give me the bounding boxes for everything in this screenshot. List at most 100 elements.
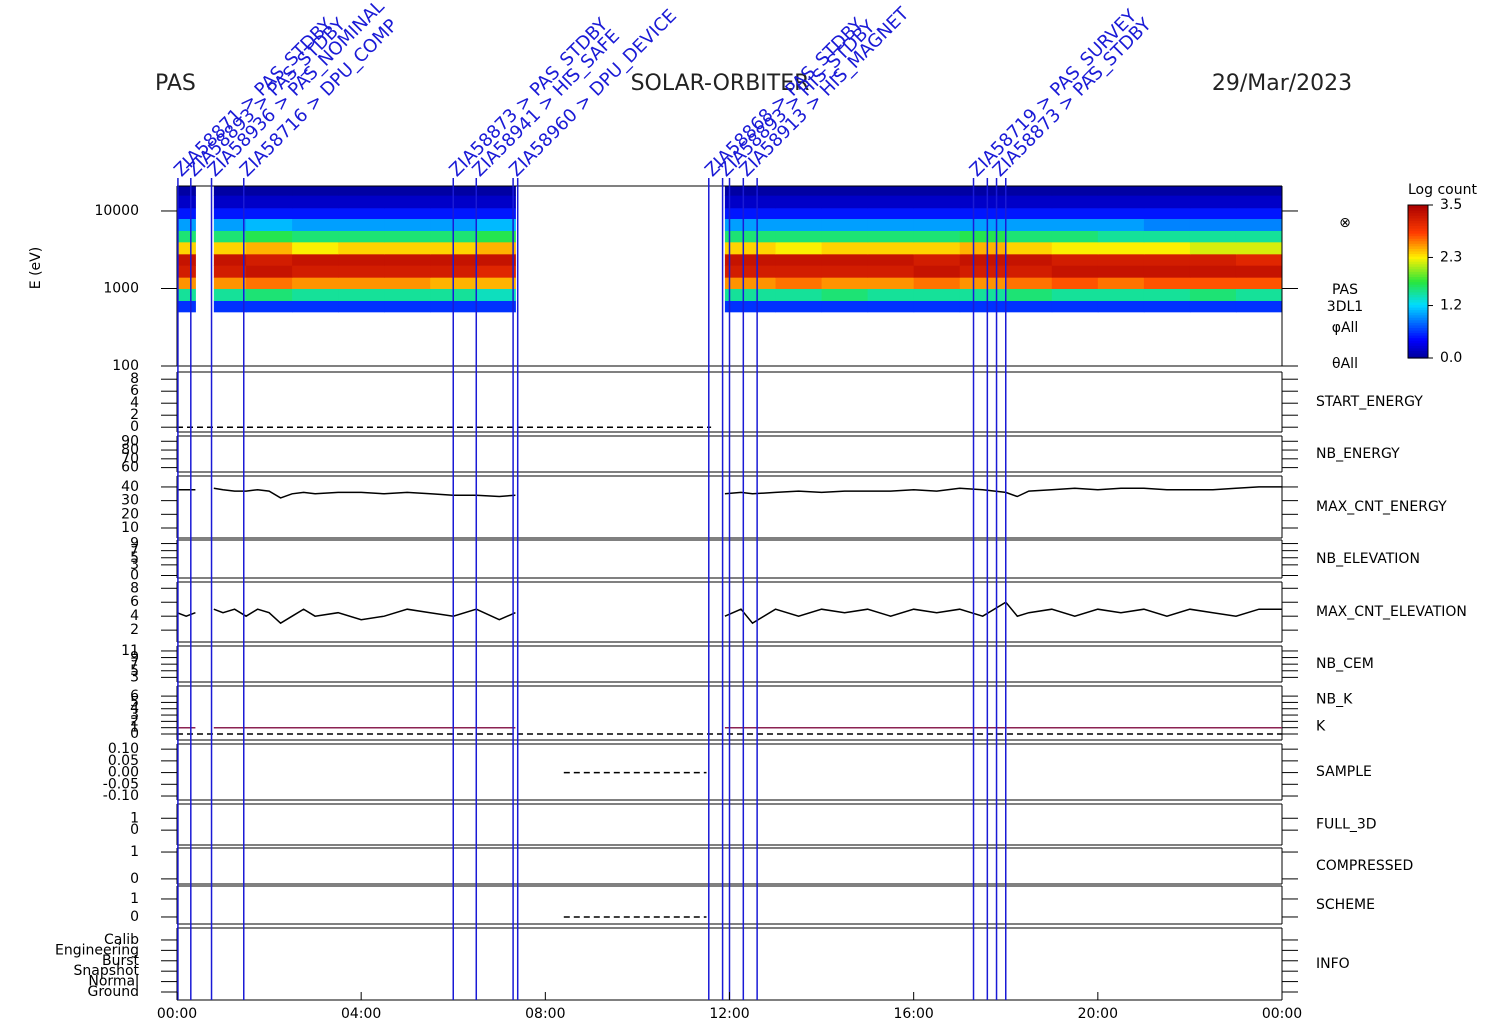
heatmap-cell [724,265,777,278]
heatmap-cell [724,277,777,289]
heatmap-cell [1189,300,1237,313]
heatmap-cell [177,241,196,255]
y-tick-label: 0.05 [108,753,139,769]
colorbar-swatch [1408,286,1428,290]
colorbar-swatch [1408,322,1428,326]
heatmap-cell [213,207,247,219]
heatmap-cell [1143,265,1191,278]
y-tick-label: -0.10 [103,788,139,804]
heatmap-cell [867,300,915,313]
y-tick-label: 1000 [103,280,139,296]
heatmap-cell [1051,277,1099,289]
heatmap-cell [1051,241,1099,255]
y-tick-label: 6 [130,594,139,610]
heatmap-cell [913,241,961,255]
heatmap-cell [1143,207,1191,219]
y-tick-label: 9 [130,650,139,666]
heatmap-cell [724,207,777,219]
heatmap-cell [775,241,823,255]
side-label: ⊗ [1339,215,1351,231]
heatmap-cell [1097,241,1145,255]
panel-label: NB_K [1316,692,1353,708]
colorbar-swatch [1408,355,1428,359]
heatmap-cell [177,300,196,313]
colorbar-swatch [1408,243,1428,247]
colorbar-swatch [1408,296,1428,300]
heatmap-cell [338,300,385,313]
y-tick-label: 6 [130,383,139,399]
heatmap-cell [1005,288,1053,301]
colorbar-tick-label: 3.5 [1440,197,1462,213]
y-tick-label: 4 [130,608,139,624]
event-label: ZIA58873 > PAS_STDBY [989,14,1156,181]
colorbar-swatch [1408,345,1428,349]
y-tick-label: 20 [121,506,139,522]
heatmap-cell [1143,218,1191,231]
event-label: ZIA58941 > HIS_SAFE [468,26,623,181]
y-tick-label: 8 [130,371,139,387]
heatmap-cell [913,230,961,243]
heatmap-cell [821,241,869,255]
colorbar-swatch [1408,304,1428,308]
heatmap-cell [1143,241,1191,255]
heatmap-cell [476,277,516,289]
heatmap-cell [959,207,1007,219]
heatmap-cell [867,253,915,266]
header-right: 29/Mar/2023 [1212,71,1352,96]
colorbar-swatch [1408,258,1428,262]
y-tick-label: 10000 [94,203,139,219]
y-tick-label: 60 [121,460,139,476]
heatmap-cell [724,253,777,266]
colorbar-swatch [1408,235,1428,239]
heatmap-cell [1235,265,1283,278]
colorbar-swatch [1408,273,1428,277]
y-tick-label: 2 [130,407,139,423]
y-tick-label: 0.00 [108,765,139,781]
heatmap-cell [724,186,777,196]
colorbar-swatch [1408,207,1428,211]
heatmap-cell [1097,186,1145,196]
heatmap-cell [913,277,961,289]
x-tick-label: 00:00 [157,1006,197,1020]
y-tick-label: 0.10 [108,741,139,757]
heatmap-cell [384,300,431,313]
heatmap-cell [1005,218,1053,231]
y-tick-label: 4 [130,701,139,717]
y-tick-label: 100 [112,358,139,374]
heatmap-cell [246,288,293,301]
heatmap-cell [476,288,516,301]
side-label: θAll [1332,356,1358,372]
panel-label: NB_ELEVATION [1316,551,1420,567]
heatmap-cell [1189,277,1237,289]
heatmap-cell [959,241,1007,255]
y-tick-label: 1 [130,720,139,736]
y-tick-label: 1 [130,891,139,907]
heatmap-cell [292,218,339,231]
x-tick-label: 16:00 [893,1006,933,1020]
heatmap-cell [338,277,385,289]
colorbar-swatch [1408,217,1428,221]
colorbar-title: Log count [1408,182,1477,198]
heatmap-cell [384,186,431,196]
y-tick-label: 8 [130,580,139,596]
y-tick-label: 2 [130,713,139,729]
colorbar-swatch [1408,332,1428,336]
y-tick-label: 70 [121,451,139,467]
y-tick-label: 1 [130,844,139,860]
heatmap-cell [384,265,431,278]
colorbar-swatch [1408,271,1428,275]
heatmap-cell [1097,300,1145,313]
heatmap-cell [476,300,516,313]
y-tick-label: 0 [130,909,139,925]
y-tick-label: 3 [130,707,139,723]
heatmap-cell [775,288,823,301]
heatmap-cell [1235,230,1283,243]
heatmap-cell [724,195,777,209]
heatmap-cell [1005,186,1053,196]
y-tick-label: 0 [130,419,139,435]
y-tick-label: 7 [130,543,139,559]
colorbar-swatch [1408,276,1428,280]
colorbar-swatch [1408,238,1428,242]
colorbar-swatch [1408,248,1428,252]
panel-label: NB_ENERGY [1316,446,1400,462]
